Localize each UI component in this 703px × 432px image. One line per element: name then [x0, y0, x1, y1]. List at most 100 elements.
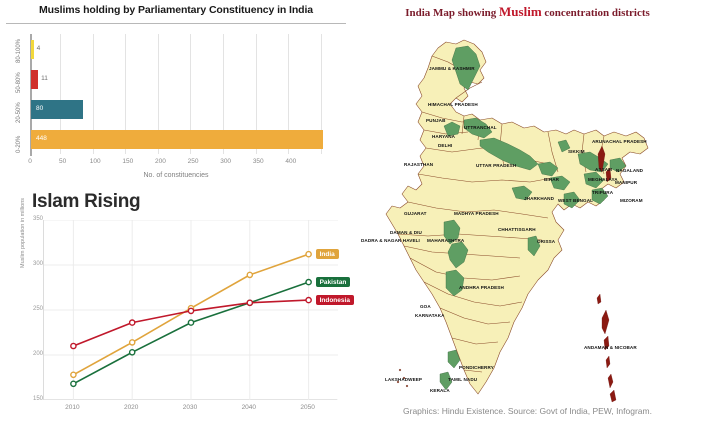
bar-chart-gridline: [125, 34, 127, 154]
map-state-label: RAJASTHAN: [404, 162, 434, 167]
map-muslim-concentration-district: [549, 175, 571, 191]
line-chart-y-tick: 150: [33, 396, 44, 402]
left-column: Muslims holding by Parliamentary Constit…: [6, 4, 354, 411]
map-muslim-concentration-district: [511, 185, 533, 201]
bar-chart-gridline: [223, 34, 225, 154]
map-muslim-concentration-district: [609, 157, 627, 173]
line-chart-data-point: [305, 250, 312, 258]
line-chart-series-label: Indonesia: [315, 295, 354, 306]
map-muslim-concentration-district: [479, 137, 539, 171]
bar-chart-gridline: [92, 34, 94, 154]
map-state-label: PUNJAB: [426, 118, 446, 123]
map-muslim-concentration-district: [443, 121, 461, 137]
map-state-border: [463, 369, 483, 373]
bar-chart-x-tick: 150: [122, 158, 134, 165]
map-state-label: KERALA: [430, 388, 450, 393]
map-island-shape: [597, 145, 606, 173]
map-state-label: ORISSA: [537, 239, 556, 244]
map-muslim-concentration-district: [447, 241, 469, 269]
map-state-label: TAMIL NADU: [448, 377, 478, 382]
line-chart-y-axis-label: Muslim population in millions: [20, 197, 26, 268]
line-chart-data-point: [246, 299, 254, 307]
map-state-label: MADHYA PRADESH: [454, 211, 499, 216]
map-source-caption: Graphics: Hindu Existence. Source: Govt …: [403, 406, 652, 416]
map-state-label: MANIPUR: [615, 180, 638, 185]
map-state-label: HIMACHAL PRADESH: [428, 102, 478, 107]
map-state-label: BIHAR: [544, 177, 560, 182]
map-muslim-concentration-district: [463, 117, 493, 139]
line-chart-series-label: Pakistan: [315, 277, 351, 288]
bar-chart-plot-area: [30, 34, 330, 154]
map-muslim-concentration-district: [537, 161, 559, 177]
line-chart-data-point: [128, 348, 136, 356]
map-state-border: [397, 233, 543, 241]
india-map-svg: [385, 39, 649, 403]
map-muslim-concentration-district: [527, 235, 541, 257]
bar-chart-bar: [31, 39, 34, 59]
line-chart-series-label: India: [315, 249, 339, 260]
map-island-shape: [607, 373, 614, 389]
india-map: JAMMU & KASHMIR HIMACHAL PRADESH PUNJAB UTT…: [352, 22, 703, 404]
line-chart-x-tick: 2040: [241, 404, 257, 411]
line-chart-svg: [44, 219, 338, 401]
bar-chart-title-divider: [6, 23, 346, 24]
map-state-border: [423, 129, 469, 135]
map-state-label: MAHARASHTRA: [427, 238, 465, 243]
map-island-shape: [603, 335, 610, 351]
bar-chart-x-tick: 300: [220, 158, 232, 165]
map-state-border: [451, 337, 499, 345]
map-state-label: MIZORAM: [620, 198, 643, 203]
map-state-label: WEST BENGAL: [558, 198, 594, 203]
map-state-label: UTTRANCHAL: [464, 125, 497, 130]
map-island-dot: [405, 384, 409, 388]
map-muslim-concentration-district: [591, 187, 609, 205]
map-muslim-concentration-district: [447, 349, 461, 369]
map-state-label: KARNATAKA: [415, 313, 445, 318]
bar-chart-y-axis-line: [30, 34, 32, 156]
map-muslim-concentration-district: [443, 219, 461, 245]
map-muslim-concentration-district: [563, 191, 581, 209]
bar-chart-bar: [31, 129, 324, 149]
line-chart-y-tick: 250: [33, 306, 44, 312]
map-state-border: [407, 201, 549, 219]
map-island-dot: [396, 380, 400, 384]
bar-chart-x-tick: 200: [154, 158, 166, 165]
map-island-shape: [596, 293, 602, 305]
map-state-label: JAMMU & KASHMIR: [429, 66, 475, 71]
bar-chart-bar: [31, 69, 39, 89]
map-state-border: [417, 173, 553, 183]
map-state-border: [455, 81, 483, 99]
map-state-label: NAGALAND: [616, 168, 644, 173]
map-state-border: [423, 281, 523, 307]
map-state-label: DELHI: [438, 143, 453, 148]
line-chart-data-point: [187, 307, 195, 315]
map-state-border: [461, 115, 465, 135]
bar-chart-title: Muslims holding by Parliamentary Constit…: [38, 4, 314, 16]
map-muslim-concentration-district: [557, 139, 571, 153]
line-chart-data-point: [128, 339, 136, 346]
map-state-label: HARYANA: [432, 134, 456, 139]
line-chart-title: Islam Rising: [32, 191, 141, 212]
bar-chart-value-label: 448: [36, 135, 47, 142]
bar-chart-value-label: 4: [36, 45, 41, 52]
map-mainland-shape: [385, 39, 649, 395]
map-state-label: ANDAMAN & NICOBAR: [584, 345, 637, 350]
line-chart-x-tick: 2030: [182, 404, 198, 411]
line-chart-x-tick: 2010: [65, 404, 80, 411]
map-island-shape: [601, 309, 610, 335]
map-island-shape: [605, 355, 611, 369]
bar-chart-x-tick: 50: [58, 158, 67, 165]
bar-chart-gridline: [255, 34, 257, 154]
map-state-border: [547, 131, 559, 173]
map-state-label: ASSAM: [595, 167, 613, 172]
bar-chart-gridline: [190, 34, 192, 154]
map-muslim-concentration-district: [445, 269, 465, 297]
line-chart-data-point: [246, 271, 254, 279]
bar-chart-x-tick: 100: [89, 158, 101, 165]
line-chart-data-point: [305, 296, 312, 304]
bar-chart-category-label: 20-50%: [16, 101, 22, 123]
line-chart-data-point: [305, 278, 312, 286]
line-chart-y-tick: 350: [33, 216, 44, 222]
bar-chart-category-label: 80-100%: [16, 38, 22, 63]
